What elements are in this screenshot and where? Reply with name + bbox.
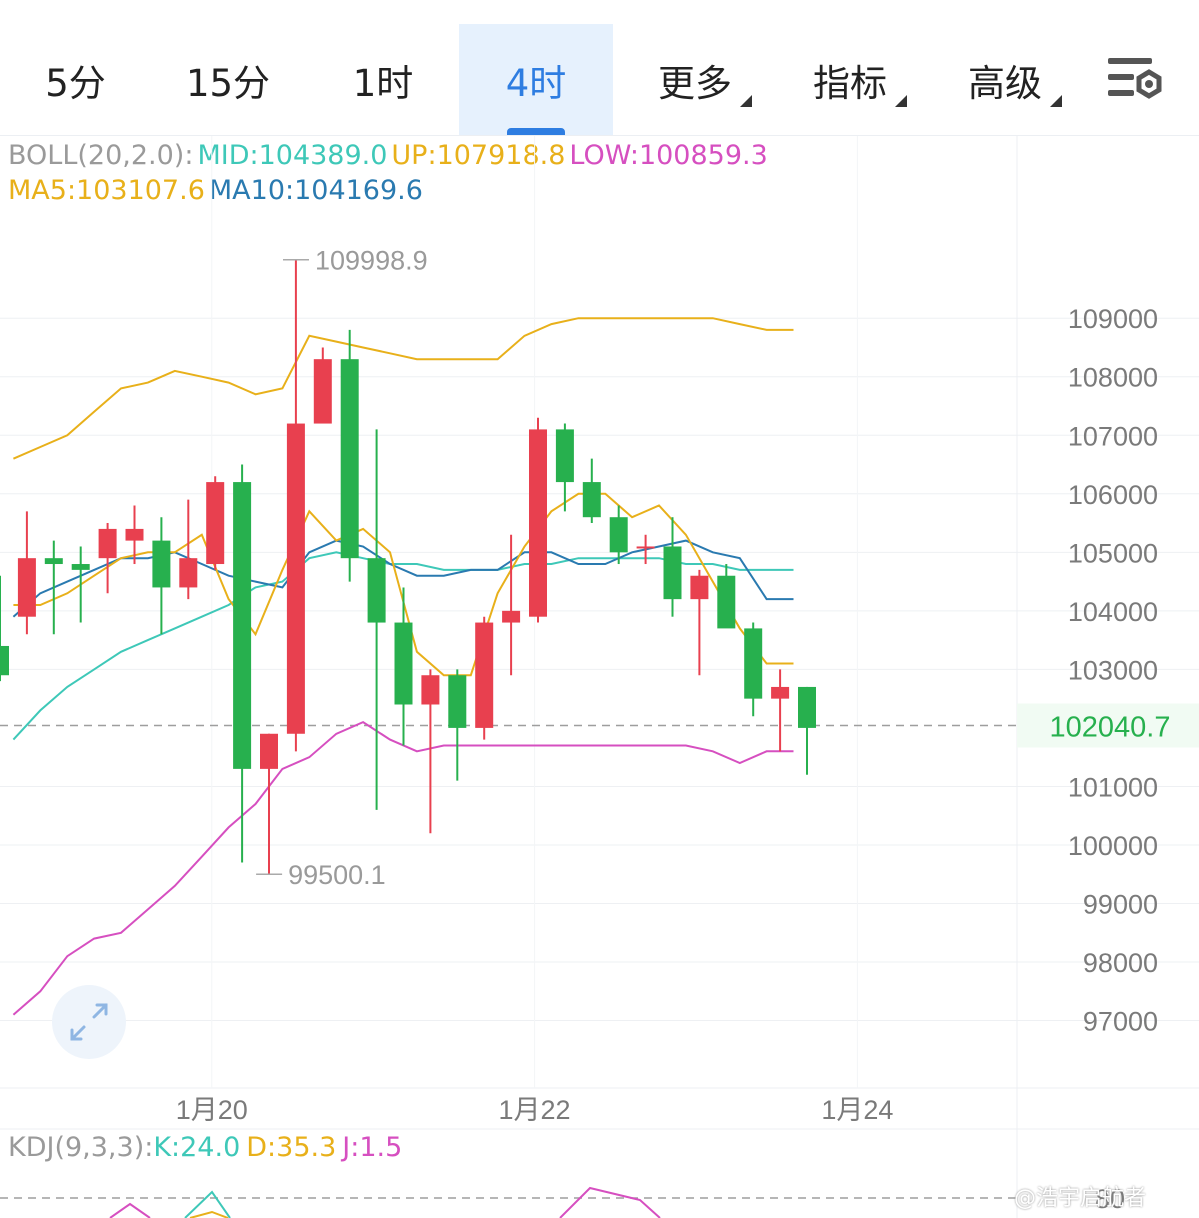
y-tick-label: 101000 — [1068, 772, 1158, 802]
max-price-label: 109998.9 — [315, 246, 428, 276]
tab-1h[interactable]: 1时 — [323, 24, 443, 135]
x-tick-label: 1月22 — [499, 1095, 571, 1125]
candle-body[interactable] — [125, 528, 144, 541]
y-tick-label: 97000 — [1083, 1007, 1158, 1037]
candle-body[interactable] — [17, 558, 36, 617]
candlestick-chart[interactable]: 109000 108000 107000 106000 105000 104000 1030… — [0, 136, 1199, 1218]
candle-body[interactable] — [313, 359, 332, 424]
candle-body[interactable] — [717, 575, 736, 629]
candle-body[interactable] — [502, 610, 521, 623]
expand-chart-button[interactable] — [52, 985, 126, 1059]
kdj-j-value: J:1.5 — [342, 1132, 403, 1163]
ma5-value: MA5:103107.6 — [8, 175, 205, 206]
candle-body[interactable] — [286, 423, 305, 734]
dropdown-corner-icon — [1050, 95, 1062, 107]
min-price-label: 99500.1 — [288, 860, 386, 890]
kdj-name: KDJ(9,3,3): — [8, 1132, 154, 1163]
tab-indicators[interactable]: 指标 — [795, 24, 907, 135]
boll-name: BOLL(20,2.0): — [8, 140, 194, 171]
kdj-d-line — [189, 1210, 229, 1218]
candle-body[interactable] — [636, 546, 655, 549]
y-tick-label: 99000 — [1083, 890, 1158, 920]
tab-15min[interactable]: 15分 — [163, 24, 293, 135]
candle-body[interactable] — [206, 482, 225, 565]
candle-body[interactable] — [421, 675, 440, 705]
chart-settings-icon[interactable] — [1104, 52, 1166, 108]
last-price-label: 102040.7 — [1050, 712, 1171, 744]
tab-label: 15分 — [185, 61, 271, 105]
boll-mid-value: MID:104389.0 — [197, 140, 388, 171]
tab-label: 1时 — [352, 61, 414, 105]
tab-5min[interactable]: 5分 — [18, 24, 133, 135]
y-tick-label: 104000 — [1068, 597, 1158, 627]
dropdown-corner-icon — [895, 95, 907, 107]
candle-body[interactable] — [744, 628, 763, 699]
candle-body[interactable] — [448, 675, 467, 728]
kdj-j-line — [559, 1186, 661, 1218]
tab-label: 5分 — [45, 61, 106, 105]
active-tab-indicator — [507, 128, 565, 135]
dropdown-corner-icon — [740, 95, 752, 107]
candle-body[interactable] — [555, 429, 574, 483]
candle-body[interactable] — [0, 645, 9, 676]
candle-body[interactable] — [179, 558, 198, 588]
tab-label: 更多 — [658, 61, 732, 105]
candle-body[interactable] — [394, 622, 413, 705]
ma-legend: MA5:103107.6 MA10:104169.6 — [8, 175, 427, 206]
candle-body[interactable] — [663, 546, 682, 600]
boll-low-value: LOW:100859.3 — [569, 140, 768, 171]
y-tick-label: 103000 — [1068, 655, 1158, 685]
kdj-axis-label: 80 — [1095, 1184, 1125, 1214]
kdj-k-value: K:24.0 — [153, 1132, 241, 1163]
boll-low-line — [12, 720, 794, 1016]
tab-label: 高级 — [968, 61, 1042, 105]
candle-body[interactable] — [582, 482, 601, 518]
candle-body[interactable] — [475, 622, 494, 728]
boll-up-value: UP:107918.8 — [391, 140, 566, 171]
candle-body[interactable] — [798, 686, 816, 728]
candle-body[interactable] — [340, 359, 359, 559]
ma10-value: MA10:104169.6 — [208, 175, 423, 206]
candle-body[interactable] — [690, 575, 709, 600]
x-tick-label: 1月24 — [821, 1095, 893, 1125]
kdj-legend: KDJ(9,3,3):K:24.0 D:35.3 J:1.5 — [8, 1132, 402, 1163]
y-tick-label: 105000 — [1068, 538, 1158, 568]
candle-body[interactable] — [98, 528, 117, 559]
kdj-j-line — [109, 1202, 151, 1218]
boll-mid-line — [12, 551, 794, 741]
candle-body[interactable] — [71, 564, 90, 570]
candle-body[interactable] — [367, 558, 386, 623]
y-tick-label: 98000 — [1083, 948, 1158, 978]
kdj-k-line — [184, 1190, 231, 1218]
tab-more[interactable]: 更多 — [640, 24, 752, 135]
candle-body[interactable] — [44, 558, 63, 565]
candle-body[interactable] — [529, 429, 547, 617]
tab-4h[interactable]: 4时 — [459, 24, 613, 135]
last-price-tag — [1017, 703, 1199, 748]
candle-body[interactable] — [152, 540, 171, 588]
y-tick-label: 106000 — [1068, 480, 1158, 510]
tab-advanced[interactable]: 高级 — [950, 24, 1062, 135]
y-tick-label: 108000 — [1068, 363, 1158, 393]
expand-arrows-icon — [70, 1003, 108, 1041]
candle-body[interactable] — [233, 482, 252, 769]
watermark: @浩宇启航者 — [1014, 1186, 1147, 1211]
candle-body[interactable] — [260, 733, 278, 769]
boll-legend: BOLL(20,2.0): MID:104389.0 UP:107918.8 LOW:… — [8, 140, 772, 171]
y-tick-label: 100000 — [1068, 831, 1158, 861]
kdj-d-value: D:35.3 — [246, 1132, 337, 1163]
x-tick-label: 1月20 — [176, 1095, 248, 1125]
y-tick-label: 109000 — [1068, 304, 1158, 334]
candle-body[interactable] — [771, 686, 790, 699]
ma10-line — [12, 539, 794, 618]
tab-label: 指标 — [813, 61, 887, 105]
tab-label: 4时 — [505, 61, 567, 105]
y-tick-label: 107000 — [1068, 421, 1158, 451]
interval-tab-bar: 5分 15分 1时 4时 更多 指标 高级 — [0, 0, 1199, 136]
candle-body[interactable] — [609, 517, 628, 553]
boll-up-line — [13, 317, 794, 460]
